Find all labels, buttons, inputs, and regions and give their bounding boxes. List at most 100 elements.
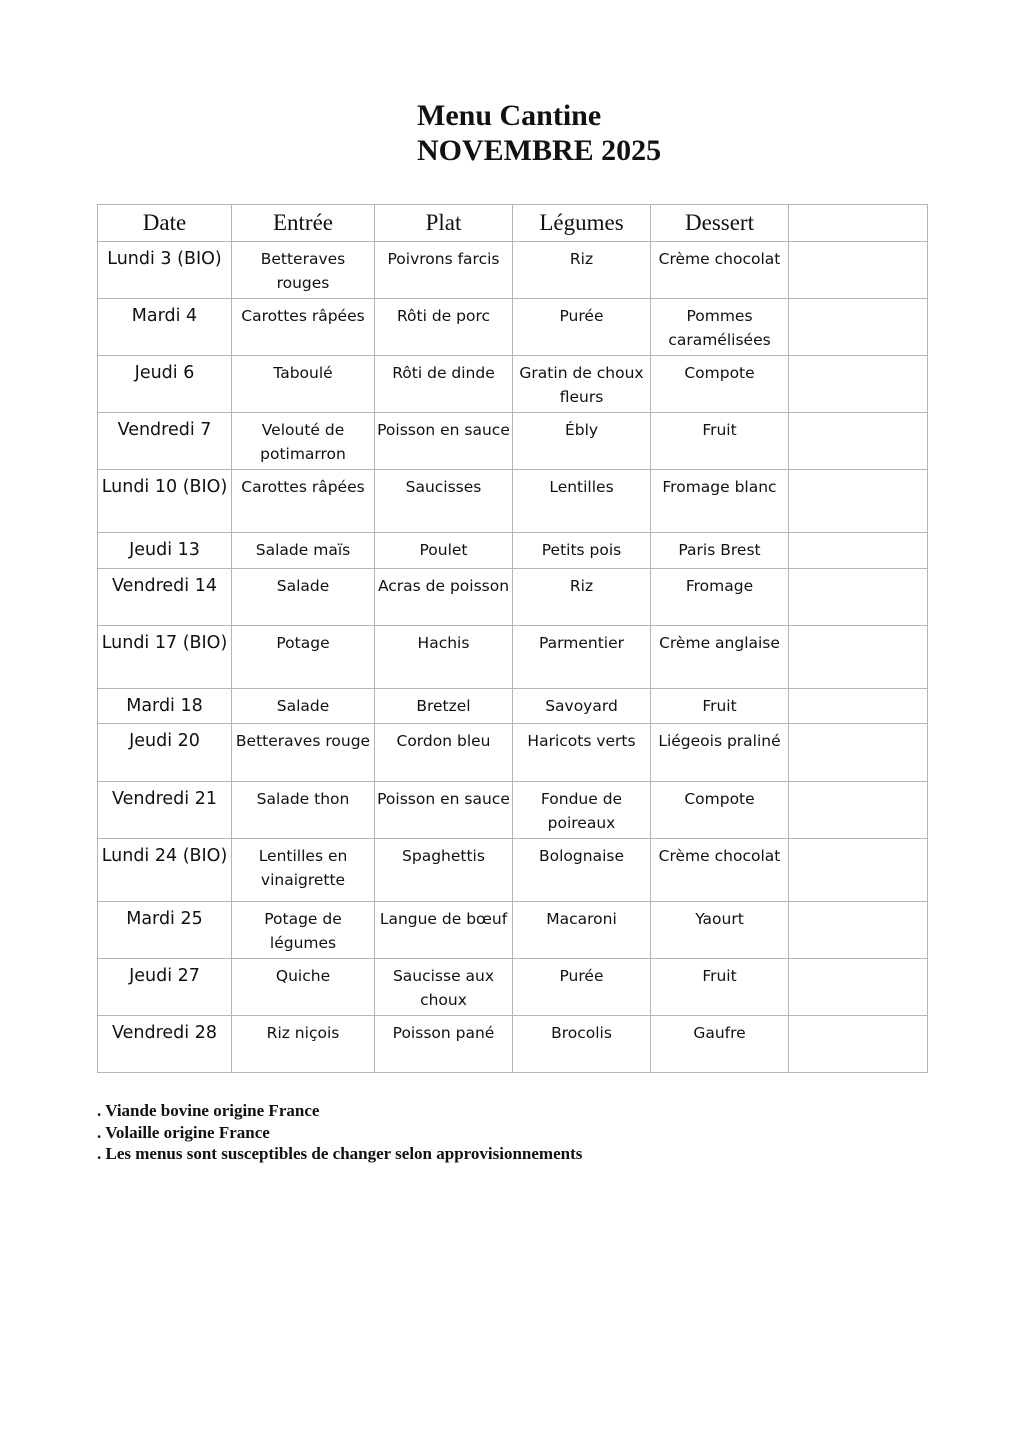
- column-header-plat: Plat: [374, 204, 513, 242]
- cell-dessert: Pommes caramélisées: [650, 298, 789, 356]
- cell-entree: Velouté de potimarron: [231, 412, 375, 470]
- cell-extra: [788, 412, 928, 470]
- cell-entree: Potage: [231, 625, 375, 689]
- cell-date: Vendredi 14: [97, 568, 232, 626]
- cell-dessert: Fruit: [650, 412, 789, 470]
- cell-entree: Salade thon: [231, 781, 375, 839]
- cell-extra: [788, 625, 928, 689]
- cell-dessert: Yaourt: [650, 901, 789, 959]
- cell-legumes: Purée: [512, 958, 651, 1016]
- cell-plat: Bretzel: [374, 688, 513, 724]
- table-body: Lundi 3 (BIO) Betteraves rouges Poivrons f…: [97, 241, 928, 1073]
- cell-date: Lundi 24 (BIO): [97, 838, 232, 902]
- cell-legumes: Haricots verts: [512, 723, 651, 782]
- cell-date: Lundi 17 (BIO): [97, 625, 232, 689]
- cell-legumes: Fondue de poireaux: [512, 781, 651, 839]
- column-header-legumes: Légumes: [512, 204, 651, 242]
- cell-extra: [788, 781, 928, 839]
- cell-extra: [788, 901, 928, 959]
- cell-entree: Salade: [231, 688, 375, 724]
- cell-entree: Betteraves rouge: [231, 723, 375, 782]
- cell-date: Mardi 25: [97, 901, 232, 959]
- cell-date: Vendredi 28: [97, 1015, 232, 1073]
- cell-entree: Carottes râpées: [231, 469, 375, 533]
- table-row: Lundi 17 (BIO) Potage Hachis Parmentier Crèm…: [97, 625, 928, 689]
- cell-date: Vendredi 21: [97, 781, 232, 839]
- cell-entree: Quiche: [231, 958, 375, 1016]
- cell-dessert: Gaufre: [650, 1015, 789, 1073]
- cell-legumes: Bolognaise: [512, 838, 651, 902]
- cell-entree: Taboulé: [231, 355, 375, 413]
- cell-legumes: Savoyard: [512, 688, 651, 724]
- cell-plat: Saucisse aux choux: [374, 958, 513, 1016]
- cell-date: Jeudi 6: [97, 355, 232, 413]
- cell-dessert: Crème anglaise: [650, 625, 789, 689]
- cell-dessert: Crème chocolat: [650, 838, 789, 902]
- cell-legumes: Riz: [512, 568, 651, 626]
- cell-date: Jeudi 20: [97, 723, 232, 782]
- cell-date: Mardi 18: [97, 688, 232, 724]
- cell-extra: [788, 688, 928, 724]
- cell-extra: [788, 723, 928, 782]
- cell-legumes: Purée: [512, 298, 651, 356]
- table-row: Mardi 4 Carottes râpées Rôti de porc Purée P…: [97, 298, 928, 356]
- page-title: Menu Cantine NOVEMBRE 2025: [417, 98, 661, 168]
- cell-dessert: Liégeois praliné: [650, 723, 789, 782]
- cell-dessert: Compote: [650, 781, 789, 839]
- table-row: Mardi 18 Salade Bretzel Savoyard Fruit: [97, 688, 928, 724]
- table-row: Jeudi 27 Quiche Saucisse aux choux Purée Fru…: [97, 958, 928, 1016]
- column-header-entree: Entrée: [231, 204, 375, 242]
- cell-dessert: Paris Brest: [650, 532, 789, 569]
- cell-plat: Poulet: [374, 532, 513, 569]
- column-header-date: Date: [97, 204, 232, 242]
- cell-extra: [788, 568, 928, 626]
- table-row: Lundi 24 (BIO) Lentilles en vinaigrette Sp…: [97, 838, 928, 902]
- table-row: Jeudi 13 Salade maïs Poulet Petits pois Pari…: [97, 532, 928, 569]
- cell-plat: Rôti de dinde: [374, 355, 513, 413]
- cell-plat: Saucisses: [374, 469, 513, 533]
- title-line-1: Menu Cantine: [417, 99, 602, 132]
- cell-legumes: Ébly: [512, 412, 651, 470]
- cell-dessert: Fruit: [650, 688, 789, 724]
- cell-plat: Poivrons farcis: [374, 241, 513, 299]
- cell-plat: Poisson pané: [374, 1015, 513, 1073]
- cell-plat: Poisson en sauce: [374, 412, 513, 470]
- cell-legumes: Macaroni: [512, 901, 651, 959]
- cell-date: Jeudi 13: [97, 532, 232, 569]
- column-header-extra: [788, 204, 928, 242]
- cell-dessert: Fruit: [650, 958, 789, 1016]
- cell-extra: [788, 355, 928, 413]
- table-row: Mardi 25 Potage de légumes Langue de bœuf M…: [97, 901, 928, 959]
- cell-dessert: Compote: [650, 355, 789, 413]
- cell-date: Lundi 10 (BIO): [97, 469, 232, 533]
- table-row: Lundi 3 (BIO) Betteraves rouges Poivrons f…: [97, 241, 928, 299]
- note-item: . Les menus sont susceptibles de changer…: [97, 1144, 583, 1163]
- cell-legumes: Parmentier: [512, 625, 651, 689]
- note-item: . Volaille origine France: [97, 1122, 270, 1142]
- cell-legumes: Petits pois: [512, 532, 651, 569]
- notes: . Viande bovine origine France . Volaill…: [97, 1100, 582, 1165]
- cell-dessert: Fromage: [650, 568, 789, 626]
- table-row: Vendredi 14 Salade Acras de poisson Riz From…: [97, 568, 928, 626]
- cell-plat: Acras de poisson: [374, 568, 513, 626]
- cell-extra: [788, 1015, 928, 1073]
- cell-legumes: Gratin de choux fleurs: [512, 355, 651, 413]
- cell-plat: Rôti de porc: [374, 298, 513, 356]
- table-row: Vendredi 28 Riz niçois Poisson pané Brocoli…: [97, 1015, 928, 1073]
- cell-entree: Salade: [231, 568, 375, 626]
- table-header-row: Date Entrée Plat Légumes Dessert: [97, 204, 928, 242]
- cell-legumes: Brocolis: [512, 1015, 651, 1073]
- cell-plat: Poisson en sauce: [374, 781, 513, 839]
- table-row: Vendredi 7 Velouté de potimarron Poisson e…: [97, 412, 928, 470]
- cell-entree: Salade maïs: [231, 532, 375, 569]
- table-row: Vendredi 21 Salade thon Poisson en sauce Fo…: [97, 781, 928, 839]
- cell-plat: Hachis: [374, 625, 513, 689]
- cell-date: Lundi 3 (BIO): [97, 241, 232, 299]
- cell-entree: Lentilles en vinaigrette: [231, 838, 375, 902]
- cell-entree: Riz niçois: [231, 1015, 375, 1073]
- cell-plat: Cordon bleu: [374, 723, 513, 782]
- column-header-dessert: Dessert: [650, 204, 789, 242]
- cell-extra: [788, 298, 928, 356]
- cell-entree: Carottes râpées: [231, 298, 375, 356]
- cell-dessert: Fromage blanc: [650, 469, 789, 533]
